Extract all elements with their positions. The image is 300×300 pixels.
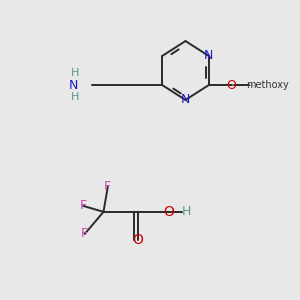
Text: F: F	[81, 227, 88, 240]
Text: H: H	[182, 205, 192, 218]
Text: methoxy: methoxy	[250, 85, 256, 86]
Text: N: N	[204, 49, 213, 62]
Text: H: H	[70, 68, 79, 78]
Text: F: F	[104, 180, 111, 193]
Text: O: O	[163, 205, 174, 219]
Text: O: O	[226, 79, 236, 92]
Text: O: O	[133, 233, 143, 247]
Text: N: N	[181, 93, 190, 106]
Text: methoxy: methoxy	[246, 80, 289, 90]
Text: methoxy: methoxy	[244, 85, 251, 86]
Text: N: N	[69, 79, 78, 92]
Text: H: H	[70, 92, 79, 102]
Text: F: F	[80, 200, 87, 212]
